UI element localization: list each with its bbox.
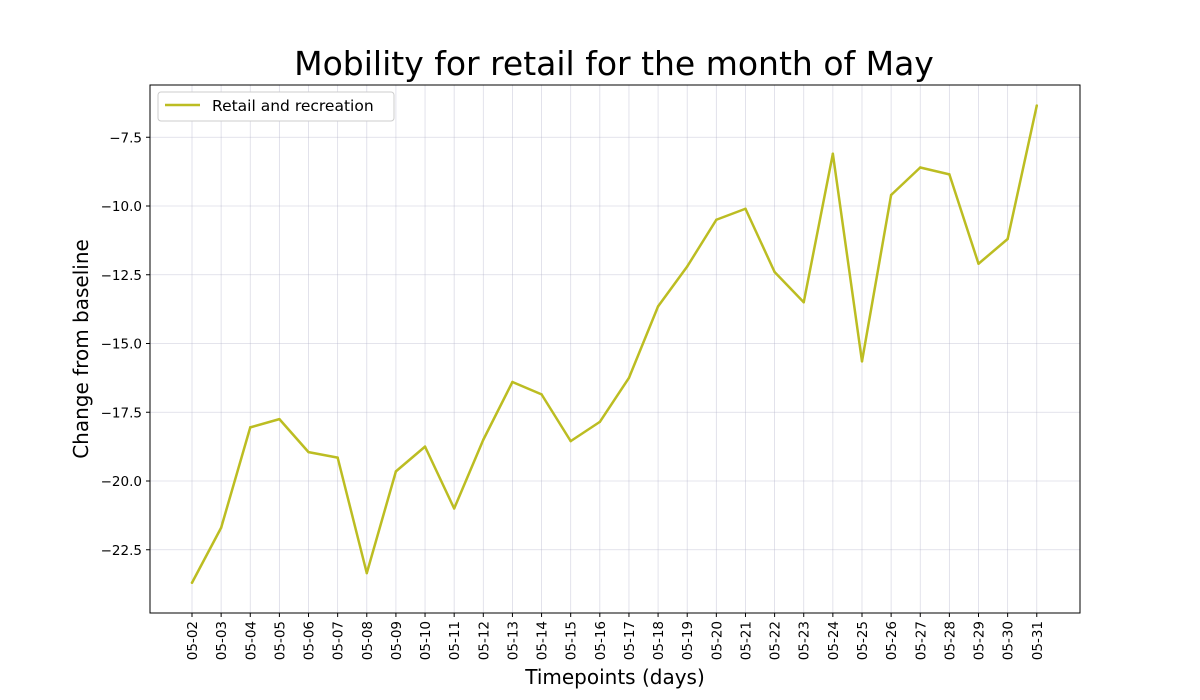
x-tick-label: 05-11: [447, 621, 463, 660]
y-axis-label: Change from baseline: [69, 239, 93, 459]
x-tick-label: 05-10: [418, 621, 434, 660]
data-point: [452, 507, 456, 510]
data-point: [307, 450, 310, 454]
x-tick-label: 05-16: [593, 621, 609, 660]
data-point: [1035, 104, 1038, 107]
data-point: [190, 581, 194, 584]
data-point: [423, 445, 427, 448]
x-tick-label: 05-25: [855, 621, 871, 660]
x-tick-label: 05-14: [535, 621, 551, 660]
data-point: [336, 456, 339, 459]
data-point: [249, 426, 252, 429]
x-tick-label: 05-02: [185, 621, 201, 660]
data-point: [1006, 237, 1009, 241]
y-tick-label: −20.0: [101, 474, 142, 490]
x-tick-label: 05-24: [826, 621, 842, 660]
data-point: [889, 193, 893, 197]
legend: Retail and recreation: [157, 91, 395, 122]
y-tick-label: −7.5: [109, 130, 142, 146]
y-tick-label: −22.5: [101, 543, 142, 559]
x-tick-label: 05-27: [913, 621, 929, 660]
data-point: [627, 376, 631, 380]
x-tick-label: 05-22: [768, 621, 784, 660]
series-line-retail-and-recreation: [190, 104, 1039, 584]
x-tick-label: 05-17: [622, 621, 638, 660]
x-axis-ticks: 05-02 05-03 05-04 05-05 05-06 05-07 05-08 05-09…: [185, 613, 1046, 660]
legend-label-retail-and-recreation: Retail and recreation: [212, 97, 374, 115]
x-tick-label: 05-05: [272, 621, 288, 660]
x-tick-label: 05-20: [709, 621, 725, 660]
data-point: [860, 360, 864, 363]
x-tick-label: 05-09: [389, 621, 405, 660]
x-tick-label: 05-21: [738, 621, 754, 660]
x-tick-label: 05-13: [505, 621, 521, 660]
series-layer: [190, 104, 1039, 584]
x-tick-label: 05-30: [1001, 621, 1017, 660]
x-tick-label: 05-23: [797, 621, 813, 660]
data-point: [598, 420, 602, 424]
data-point: [686, 265, 689, 268]
data-point: [715, 218, 718, 221]
x-tick-label: 05-31: [1030, 621, 1046, 660]
data-point: [569, 439, 572, 443]
y-tick-label: −15.0: [101, 337, 142, 353]
y-tick-label: −12.5: [101, 268, 142, 284]
data-point: [773, 270, 776, 274]
plot-area-frame: [149, 84, 1081, 614]
x-tick-label: 05-15: [564, 621, 580, 660]
x-tick-label: 05-04: [243, 621, 259, 660]
x-tick-label: 05-18: [651, 621, 667, 660]
data-point: [831, 152, 835, 155]
data-point: [365, 571, 368, 575]
y-tick-label: −17.5: [101, 405, 142, 421]
data-point: [278, 417, 281, 421]
data-point: [482, 438, 485, 441]
data-point: [656, 305, 660, 308]
x-axis-label: Timepoints (days): [524, 665, 705, 689]
x-tick-label: 05-06: [302, 621, 318, 660]
x-tick-label: 05-29: [972, 621, 988, 660]
data-point: [394, 470, 398, 473]
data-point: [540, 393, 543, 396]
x-tick-label: 05-03: [214, 621, 230, 660]
y-axis-ticks: −22.5 −20.0 −17.5 −15.0 −12.5 −10.0 −7.5: [101, 130, 150, 559]
data-point: [744, 207, 747, 210]
x-tick-label: 05-07: [331, 621, 347, 660]
chart-title: Mobility for retail for the month of May: [294, 44, 934, 83]
x-tick-label: 05-28: [942, 621, 958, 660]
grid: [150, 85, 1080, 613]
y-tick-label: −10.0: [101, 199, 142, 215]
data-point: [919, 166, 922, 169]
data-point: [948, 173, 951, 176]
data-point: [511, 380, 514, 384]
x-tick-label: 05-08: [360, 621, 376, 660]
legend-box: [157, 91, 395, 122]
x-tick-label: 05-19: [680, 621, 696, 660]
data-point: [977, 262, 980, 265]
x-tick-label: 05-12: [476, 621, 492, 660]
data-point: [219, 526, 223, 529]
x-tick-label: 05-26: [884, 621, 900, 660]
data-point: [802, 301, 805, 304]
